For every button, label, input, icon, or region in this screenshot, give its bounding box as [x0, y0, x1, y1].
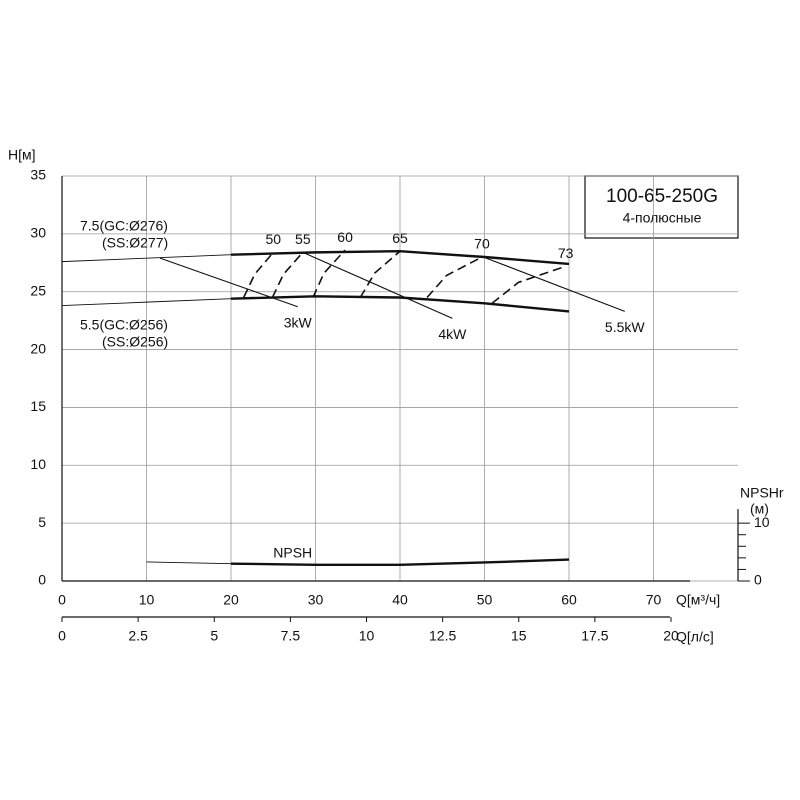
efficiency-curve: [271, 251, 304, 298]
power-label: 4kW: [438, 326, 467, 342]
efficiency-label: 60: [337, 229, 353, 245]
x2-axis-label: Q[л/с]: [676, 629, 714, 645]
x-tick-label: 20: [223, 592, 239, 608]
efficiency-label: 70: [474, 236, 490, 252]
x2-tick-label: 7.5: [281, 628, 301, 644]
y-tick-label: 10: [30, 456, 46, 472]
power-label: 3kW: [284, 314, 313, 330]
power-line: [302, 251, 453, 319]
x-axis-label: Q[м³/ч]: [676, 592, 720, 608]
y2-axis-label: NPSHr: [740, 485, 784, 501]
x2-tick-label: 15: [511, 628, 527, 644]
y-tick-label: 5: [38, 514, 46, 530]
chart-title: 100-65-250G: [606, 186, 718, 207]
efficiency-curve: [491, 265, 566, 304]
y-tick-label: 30: [30, 225, 46, 241]
head-curve-label: (SS:Ø277): [102, 234, 168, 250]
y-tick-label: 15: [30, 398, 46, 414]
y-tick-label: 25: [30, 282, 46, 298]
npsh-label: NPSH: [273, 544, 312, 560]
head-curve-bold: [230, 295, 570, 313]
chart-subtitle: 4-полюсные: [623, 210, 702, 226]
power-line: [159, 257, 298, 308]
efficiency-label: 65: [392, 230, 408, 246]
y2-tick-label: 0: [754, 572, 762, 588]
x-tick-label: 10: [139, 592, 155, 608]
y-tick-label: 35: [30, 167, 46, 183]
x2-tick-label: 2.5: [128, 628, 148, 644]
efficiency-label: 55: [295, 231, 311, 247]
head-curve-label: (SS:Ø256): [102, 333, 168, 349]
x-tick-label: 70: [646, 592, 662, 608]
head-curve-label: 7.5(GC:Ø276): [80, 217, 168, 233]
efficiency-label: 50: [265, 231, 281, 247]
efficiency-curve: [312, 249, 346, 298]
y-tick-label: 20: [30, 340, 46, 356]
x2-tick-label: 0: [58, 628, 66, 644]
y-tick-label: 0: [38, 572, 46, 588]
y2-axis-unit: (м): [750, 501, 769, 517]
efficiency-curve: [242, 251, 274, 298]
power-label: 5.5kW: [605, 319, 645, 335]
head-curve-label: 5.5(GC:Ø256): [80, 316, 168, 332]
x-tick-label: 50: [477, 592, 493, 608]
efficiency-label: 73: [558, 245, 574, 261]
x-tick-label: 30: [308, 592, 324, 608]
y-axis-label: H[м]: [8, 147, 36, 163]
x-tick-label: 0: [58, 592, 66, 608]
power-line: [480, 255, 625, 312]
x2-tick-label: 12.5: [429, 628, 456, 644]
head-curve-bold: [230, 250, 570, 266]
x-tick-label: 60: [561, 592, 577, 608]
npsh-curve-bold: [230, 558, 570, 566]
y2-tick-label: 10: [754, 514, 770, 530]
x2-tick-label: 10: [359, 628, 375, 644]
efficiency-curve: [426, 256, 483, 299]
x2-tick-label: 17.5: [581, 628, 608, 644]
title-box: [584, 175, 739, 239]
x-tick-label: 40: [392, 592, 408, 608]
x2-tick-label: 20: [663, 628, 679, 644]
efficiency-curve: [359, 250, 401, 298]
x2-tick-label: 5: [210, 628, 218, 644]
